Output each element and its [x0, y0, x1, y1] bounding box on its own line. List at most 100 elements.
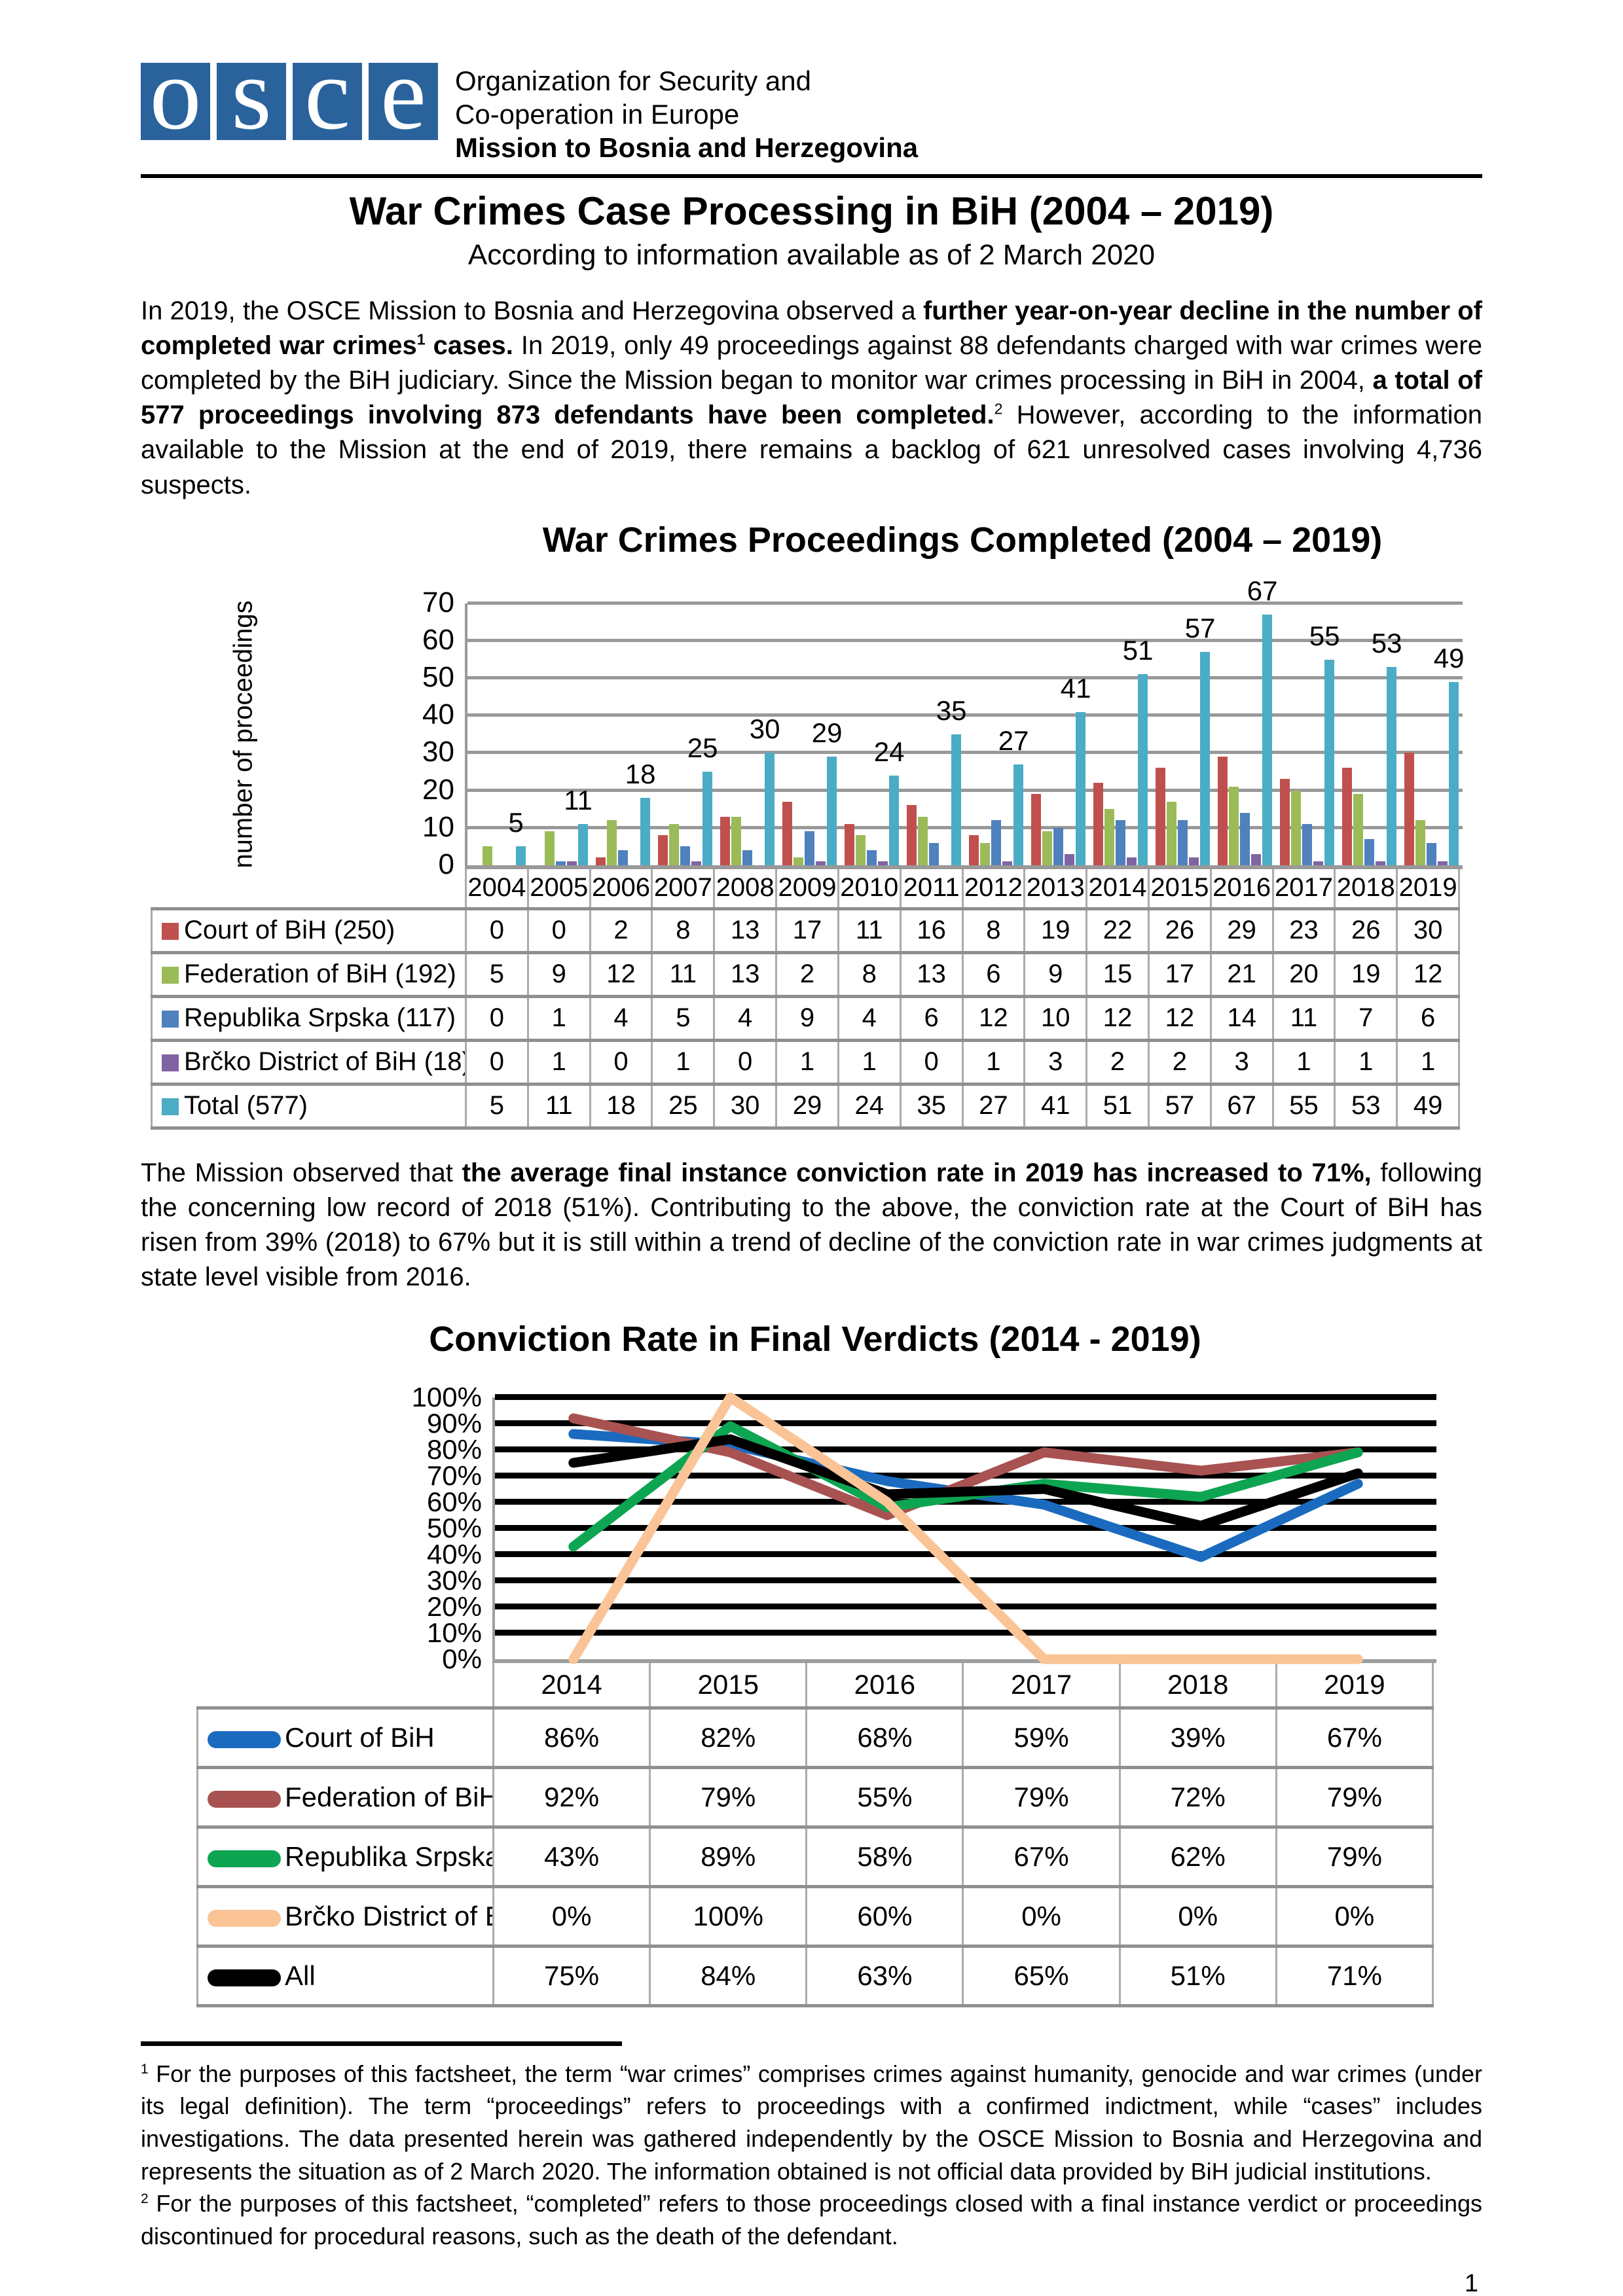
value-cell: 82% — [649, 1706, 808, 1769]
value-cell: 13 — [713, 906, 778, 954]
axis-tick: 20% — [426, 1590, 482, 1622]
value-cell: 0% — [1275, 1884, 1434, 1948]
bar-2016 — [1229, 786, 1239, 865]
bar-chart-plot: number of proceedings 0 10 20 30 40 50 60 70 5 11… — [229, 575, 1465, 880]
line-chart-canvas — [568, 1392, 1363, 1664]
value-cell: 10 — [1023, 994, 1088, 1042]
bar-2013 — [1031, 794, 1041, 865]
series-label-cell: Republika Srpska — [196, 1825, 494, 1888]
value-cell: 5 — [465, 950, 529, 998]
gridline — [467, 713, 1463, 717]
value-cell: 79% — [1275, 1825, 1434, 1888]
axis-tick: 60 — [422, 623, 454, 656]
bar-value-label: 49 — [1433, 642, 1465, 673]
value-cell: 84% — [649, 1944, 808, 2007]
value-cell: 6 — [899, 994, 964, 1042]
value-cell: 20 — [1271, 950, 1336, 998]
value-cell: 0 — [465, 1038, 529, 1086]
bar-value-label: 35 — [936, 694, 967, 726]
bar-group: 18 — [592, 603, 655, 865]
bar-2010 — [845, 823, 854, 865]
bar-group: 53 — [1338, 603, 1402, 865]
bar-2009 — [793, 857, 803, 865]
bar-group: 57 — [1152, 603, 1216, 865]
series-label-cell: All — [196, 1944, 494, 2007]
bar-2016 — [1218, 757, 1228, 865]
bar-group: 30 — [716, 603, 780, 865]
value-cell: 1 — [775, 1038, 839, 1086]
bar-value-label: 51 — [1122, 635, 1154, 666]
line-chart-data-table: 2014 2015 2016 2017 2018 2019 Court of BiH 86% 8… — [196, 1662, 1434, 2007]
bar-2006 — [640, 797, 650, 865]
osce-logo-letter: o — [141, 63, 210, 140]
legend-key-4 — [162, 1098, 179, 1116]
bar-2009 — [816, 861, 826, 865]
value-cell: 0 — [713, 1038, 778, 1086]
axis-tick: 40% — [426, 1538, 482, 1570]
footnote-1: 1 For the purposes of this factsheet, th… — [141, 2058, 1482, 2188]
value-cell: 1 — [961, 1038, 1026, 1086]
value-cell: 30 — [713, 1082, 778, 1130]
year-cell: 2011 — [899, 869, 964, 910]
value-cell: 0 — [526, 906, 591, 954]
axis-tick: 90% — [426, 1407, 482, 1439]
bar-2014 — [1093, 783, 1103, 865]
bar-2011 — [918, 816, 928, 865]
bar-2019 — [1404, 753, 1414, 865]
page-number: 1 — [1464, 2269, 1478, 2296]
series-name: Court of BiH (250) — [184, 916, 395, 945]
page-subtitle: According to information available as of… — [467, 238, 1156, 271]
value-cell: 9 — [526, 950, 591, 998]
line-chart-plot: 0% 10% 20% 30% 40% 50% 60% 70% 80% 90% 100% — [412, 1382, 1436, 1674]
bar-value-label: 11 — [564, 784, 593, 816]
series-label-cell: Federation of BiH (192) — [151, 950, 467, 998]
gridline — [495, 1603, 1436, 1609]
series-name: Court of BiH — [285, 1721, 435, 1753]
value-cell: 12 — [1396, 950, 1460, 998]
year-cell: 2019 — [1396, 869, 1460, 910]
page-title: War Crimes Case Processing in BiH (2004 … — [349, 188, 1274, 233]
value-cell: 4 — [713, 994, 778, 1042]
value-cell: 6 — [1396, 994, 1460, 1042]
value-cell: 60% — [805, 1884, 964, 1948]
value-cell: 2 — [1147, 1038, 1212, 1086]
series-name: Total (577) — [184, 1091, 308, 1121]
legend-key-2 — [208, 1850, 281, 1867]
bar-2012 — [991, 820, 1001, 865]
gridline — [467, 638, 1463, 642]
axis-tick: 10% — [426, 1617, 482, 1648]
value-cell: 9 — [1023, 950, 1088, 998]
bar-2011 — [951, 734, 961, 865]
bar-2016 — [1262, 614, 1272, 865]
bar-2015 — [1200, 652, 1210, 865]
bar-2006 — [618, 850, 628, 865]
year-cell: 2014 — [1085, 869, 1150, 910]
bar-2018 — [1376, 861, 1385, 865]
value-cell: 0% — [962, 1884, 1121, 1948]
bar-2015 — [1178, 820, 1188, 865]
value-cell: 3 — [1209, 1038, 1274, 1086]
axis-tick: 50% — [426, 1512, 482, 1543]
value-cell: 55 — [1271, 1082, 1336, 1130]
bar-group: 41 — [1027, 603, 1091, 865]
bar-2009 — [805, 831, 814, 865]
value-cell: 30 — [1396, 906, 1460, 954]
bar-2019 — [1427, 842, 1436, 865]
year-cell: 2009 — [775, 869, 839, 910]
axis-tick: 70 — [422, 586, 454, 619]
series-label-cell: Court of BiH — [196, 1706, 494, 1769]
bar-value-label: 57 — [1184, 613, 1216, 644]
series-label-cell: Federation of BiH — [196, 1765, 494, 1829]
bar-2014 — [1116, 820, 1125, 865]
gridline — [495, 1629, 1436, 1636]
bar-value-label: 53 — [1371, 627, 1402, 658]
bar-2009 — [827, 757, 837, 865]
bar-value-label: 27 — [998, 725, 1029, 756]
bar-2014 — [1127, 857, 1137, 865]
value-cell: 4 — [589, 994, 653, 1042]
axis-tick: 80% — [426, 1433, 482, 1465]
footnote-2-text: For the purposes of this factsheet, “com… — [141, 2190, 1482, 2250]
value-cell: 17 — [1147, 950, 1212, 998]
gridline — [495, 1446, 1436, 1452]
